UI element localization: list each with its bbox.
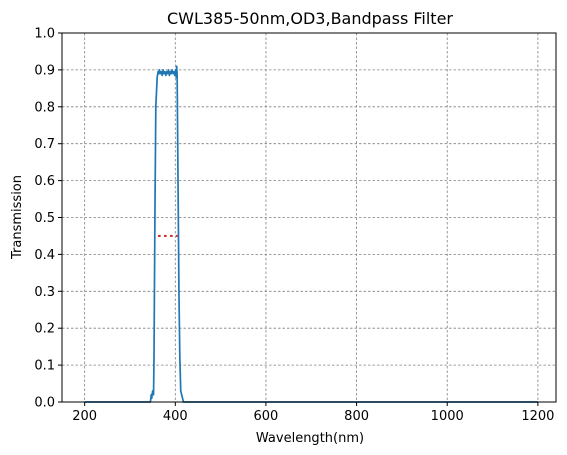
x-axis: 200 400 600 800 1000 1200 [72, 402, 554, 424]
x-tick-label: 1000 [431, 409, 464, 424]
series-layer [84, 65, 538, 403]
chart-title: CWL385-50nm,OD3,Bandpass Filter [167, 9, 453, 28]
x-tick-label: 600 [254, 409, 279, 424]
x-tick-label: 400 [163, 409, 188, 424]
y-tick-label: 0.3 [34, 285, 55, 300]
y-tick-label: 0.8 [34, 100, 55, 115]
x-tick-label: 200 [72, 409, 97, 424]
y-tick-label: 0.1 [34, 359, 55, 374]
grid [62, 32, 556, 403]
y-axis-label: Transmission [10, 175, 25, 260]
y-tick-label: 0.7 [34, 137, 55, 152]
y-axis: 0.0 0.1 0.2 0.3 0.4 0.5 0.6 0.7 0.8 0.9 1.0 [34, 27, 62, 411]
x-tick-label: 800 [344, 409, 369, 424]
y-tick-label: 0.2 [34, 322, 55, 337]
x-tick-label: 1200 [521, 409, 554, 424]
y-tick-label: 0.0 [34, 396, 55, 411]
y-tick-label: 0.4 [34, 248, 55, 263]
transmission-curve [84, 65, 538, 403]
y-tick-label: 0.6 [34, 174, 55, 189]
y-tick-label: 0.5 [34, 211, 55, 226]
x-axis-label: Wavelength(nm) [256, 431, 364, 446]
y-tick-label: 1.0 [34, 27, 55, 42]
y-tick-label: 0.9 [34, 63, 55, 78]
